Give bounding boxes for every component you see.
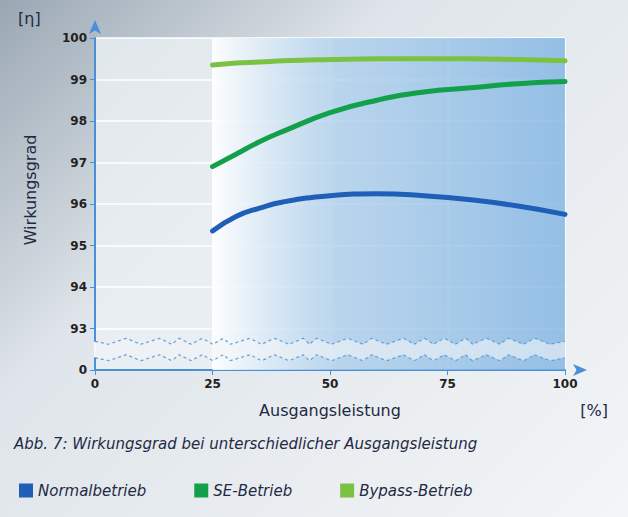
svg-text:75: 75 <box>439 377 456 391</box>
svg-text:97: 97 <box>70 156 87 170</box>
svg-text:95: 95 <box>70 239 87 253</box>
svg-text:50: 50 <box>322 377 339 391</box>
svg-text:100: 100 <box>62 31 87 45</box>
svg-text:Wirkungsgrad: Wirkungsgrad <box>21 135 40 246</box>
svg-text:94: 94 <box>70 280 87 294</box>
svg-text:99: 99 <box>70 73 87 87</box>
svg-text:98: 98 <box>70 114 87 128</box>
svg-text:93: 93 <box>70 322 87 336</box>
svg-text:0: 0 <box>91 377 99 391</box>
svg-text:[%]: [%] <box>580 401 608 420</box>
svg-text:Abb. 7: Wirkungsgrad bei unter: Abb. 7: Wirkungsgrad bei unterschiedlich… <box>13 435 477 453</box>
svg-text:100: 100 <box>552 377 577 391</box>
svg-text:SE-Betrieb: SE-Betrieb <box>213 482 292 500</box>
svg-text:25: 25 <box>204 377 221 391</box>
svg-text:Ausgangsleistung: Ausgangsleistung <box>259 401 401 420</box>
svg-text:0: 0 <box>79 363 87 377</box>
svg-text:[η]: [η] <box>18 9 41 28</box>
svg-text:96: 96 <box>70 197 87 211</box>
svg-text:Bypass-Betrieb: Bypass-Betrieb <box>359 482 472 500</box>
svg-text:Normalbetrieb: Normalbetrieb <box>38 482 146 500</box>
